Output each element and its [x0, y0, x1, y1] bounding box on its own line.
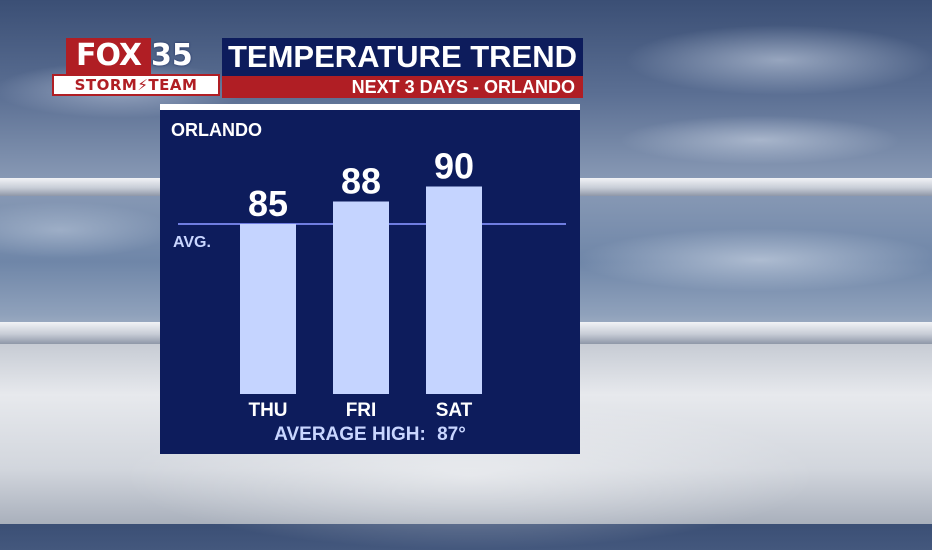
- average-high-readout: AVERAGE HIGH: 87°: [160, 424, 580, 446]
- bar-sat: [426, 186, 482, 394]
- temperature-bar-chart: 85 THU 88 FRI 90 SAT: [178, 146, 566, 421]
- category-label-sat: SAT: [436, 400, 473, 421]
- page-title: TEMPERATURE TREND: [222, 38, 583, 76]
- average-high-label: AVERAGE HIGH:: [274, 424, 426, 445]
- value-label-thu: 85: [248, 183, 288, 224]
- bar-fri: [333, 201, 389, 394]
- channel-number: 35: [151, 38, 193, 73]
- avg-line-label: AVG.: [173, 234, 211, 251]
- chart-panel: ORLANDO 85 THU 88 FRI 90 SAT AVG. AVERAGE HIG…: [160, 104, 580, 454]
- fox-logo: FOX: [66, 38, 151, 74]
- value-label-fri: 88: [341, 161, 381, 202]
- value-label-sat: 90: [434, 146, 474, 187]
- location-label: ORLANDO: [171, 120, 262, 140]
- page-subtitle: NEXT 3 DAYS - ORLANDO: [222, 76, 583, 98]
- average-high-value: 87°: [437, 424, 466, 445]
- storm-team-logo: STORM⚡TEAM: [52, 74, 220, 96]
- category-label-fri: FRI: [346, 400, 377, 421]
- category-label-thu: THU: [248, 400, 287, 421]
- bar-thu: [240, 224, 296, 394]
